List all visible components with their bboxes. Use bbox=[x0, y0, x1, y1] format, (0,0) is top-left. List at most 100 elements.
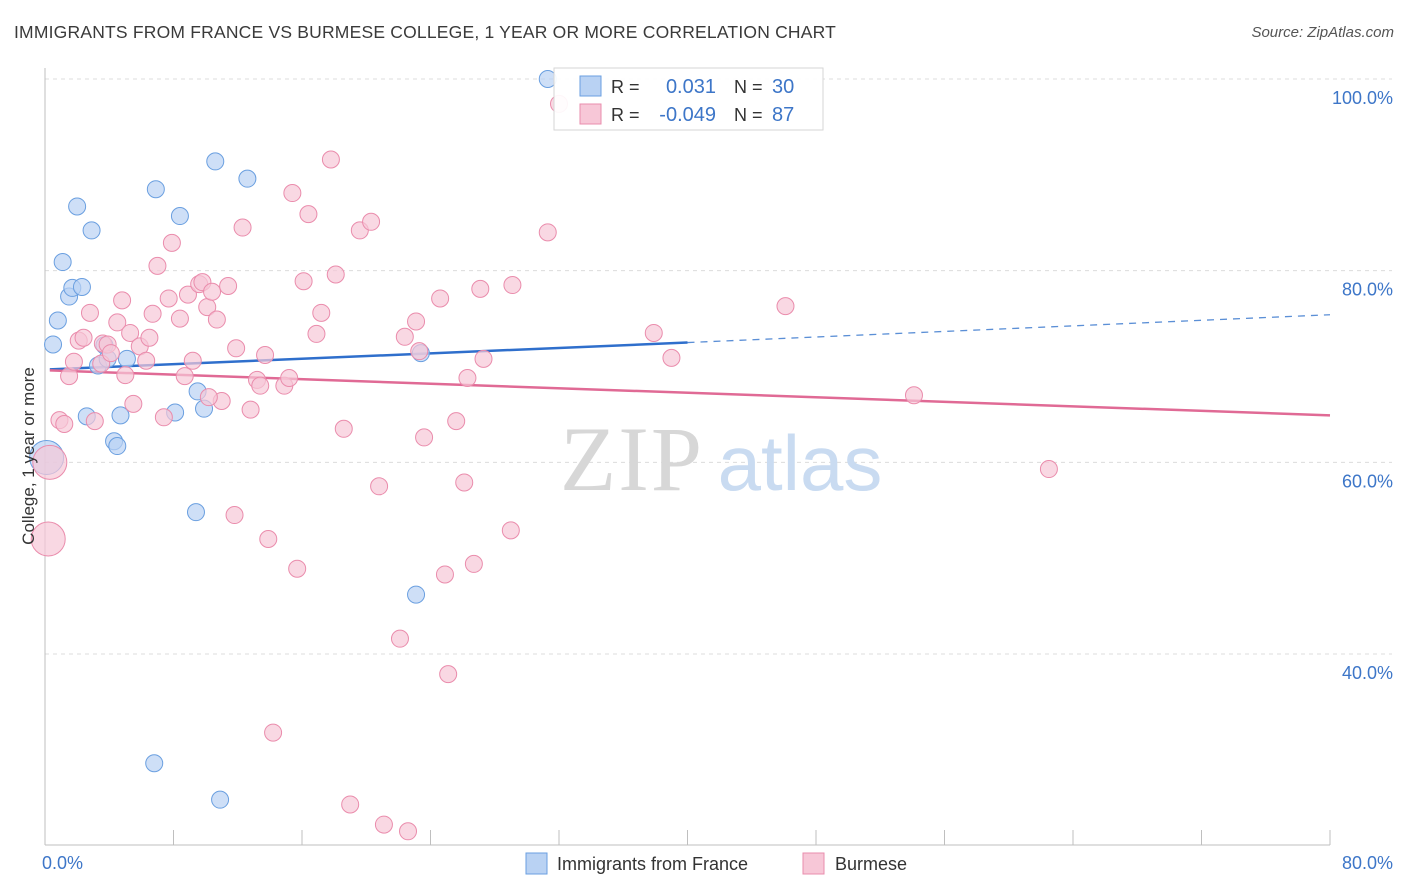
france-point bbox=[82, 221, 101, 240]
burmese-point bbox=[64, 352, 83, 371]
x-tick-label: 0.0% bbox=[42, 853, 83, 873]
burmese-point bbox=[458, 369, 477, 387]
france-point bbox=[407, 585, 426, 604]
france-legend-label: Immigrants from France bbox=[557, 854, 748, 874]
burmese-point bbox=[101, 344, 120, 363]
y-axis-label: College, 1 year or more bbox=[19, 367, 38, 545]
burmese-point bbox=[116, 366, 135, 385]
burmese-point bbox=[30, 521, 66, 557]
burmese-point bbox=[227, 339, 246, 358]
burmese-point bbox=[256, 346, 275, 364]
burmese-point bbox=[447, 412, 466, 431]
burmese-point bbox=[312, 303, 331, 322]
burmese-point bbox=[288, 559, 307, 578]
burmese-point bbox=[407, 312, 426, 331]
france-point bbox=[44, 335, 63, 354]
legend-n-value: 30 bbox=[772, 76, 794, 98]
burmese-point bbox=[294, 272, 313, 291]
burmese-point bbox=[321, 150, 340, 169]
burmese-point bbox=[341, 795, 360, 814]
burmese-point bbox=[233, 218, 252, 237]
burmese-point bbox=[374, 815, 393, 834]
burmese-point bbox=[143, 304, 162, 323]
burmese-point bbox=[501, 521, 520, 540]
grid-lines bbox=[45, 78, 1392, 655]
burmese-point bbox=[219, 277, 238, 295]
watermark-atlas: atlas bbox=[718, 419, 883, 507]
burmese-point bbox=[170, 309, 189, 328]
burmese-point bbox=[415, 428, 434, 447]
legend-n-value: 87 bbox=[772, 104, 794, 126]
burmese-point bbox=[207, 310, 226, 329]
burmese-point bbox=[776, 297, 795, 316]
tick-labels: 40.0% 60.0% 80.0% 100.0% 0.0% 80.0% bbox=[42, 88, 1393, 873]
burmese-point bbox=[124, 394, 143, 413]
burmese-point bbox=[435, 565, 454, 584]
france-legend-swatch bbox=[525, 852, 548, 875]
burmese-legend-swatch bbox=[802, 852, 825, 875]
legend-r-value: 0.031 bbox=[666, 76, 716, 98]
legend-n-label: N = bbox=[734, 105, 763, 125]
burmese-point bbox=[299, 205, 318, 224]
burmese-point bbox=[137, 351, 156, 370]
burmese-point bbox=[538, 223, 557, 242]
burmese-point bbox=[113, 291, 132, 310]
legend-r-label: R = bbox=[611, 77, 640, 97]
burmese-point bbox=[644, 323, 663, 342]
burmese-point bbox=[140, 328, 159, 347]
burmese-point bbox=[108, 313, 127, 332]
burmese-point bbox=[410, 342, 429, 361]
burmese-point bbox=[307, 324, 326, 343]
burmese-point bbox=[455, 473, 474, 492]
france-point bbox=[211, 790, 230, 809]
france-point bbox=[117, 349, 136, 368]
legend-n-label: N = bbox=[734, 77, 763, 97]
burmese-point bbox=[175, 367, 194, 386]
burmese-point bbox=[390, 629, 409, 648]
y-tick-label: 100.0% bbox=[1332, 88, 1393, 108]
chart-title: IMMIGRANTS FROM FRANCE VS BURMESE COLLEG… bbox=[14, 22, 837, 42]
trend-lines bbox=[49, 314, 1331, 417]
burmese-point bbox=[474, 349, 493, 368]
burmese-point bbox=[259, 530, 278, 548]
watermark-zip: ZIP bbox=[560, 408, 704, 510]
france-point bbox=[111, 406, 130, 425]
burmese-point bbox=[431, 289, 450, 308]
france-point bbox=[206, 152, 225, 171]
burmese-point bbox=[370, 477, 389, 496]
france-point bbox=[186, 503, 205, 522]
france-swatch bbox=[579, 75, 602, 97]
france-point bbox=[72, 277, 91, 296]
burmese-point bbox=[85, 412, 104, 431]
y-tick-label: 40.0% bbox=[1342, 663, 1393, 683]
burmese-point bbox=[154, 408, 173, 427]
burmese-point bbox=[326, 265, 345, 284]
france-trend-extension bbox=[687, 314, 1331, 344]
legend-r-label: R = bbox=[611, 105, 640, 125]
burmese-point bbox=[148, 256, 167, 275]
france-point bbox=[146, 180, 165, 199]
burmese-swatch bbox=[579, 103, 602, 125]
burmese-point bbox=[439, 665, 458, 684]
burmese-point bbox=[183, 351, 202, 370]
burmese-point bbox=[162, 233, 181, 252]
burmese-point bbox=[362, 212, 381, 231]
burmese-point bbox=[203, 282, 222, 301]
burmese-point bbox=[241, 400, 260, 419]
france-point bbox=[145, 754, 164, 773]
burmese-point bbox=[55, 415, 74, 433]
france-point bbox=[170, 207, 189, 226]
burmese-point bbox=[32, 444, 68, 480]
burmese-point bbox=[121, 323, 140, 342]
france-point bbox=[68, 197, 87, 216]
burmese-point bbox=[251, 376, 270, 395]
france-point bbox=[108, 437, 127, 456]
source-label: Source: ZipAtlas.com bbox=[1251, 24, 1394, 41]
burmese-point bbox=[178, 285, 197, 304]
series-legend: Immigrants from France Burmese bbox=[525, 852, 907, 875]
burmese-point bbox=[395, 327, 414, 346]
y-tick-label: 80.0% bbox=[1342, 280, 1393, 300]
burmese-point bbox=[159, 289, 178, 308]
burmese-point bbox=[464, 554, 483, 573]
